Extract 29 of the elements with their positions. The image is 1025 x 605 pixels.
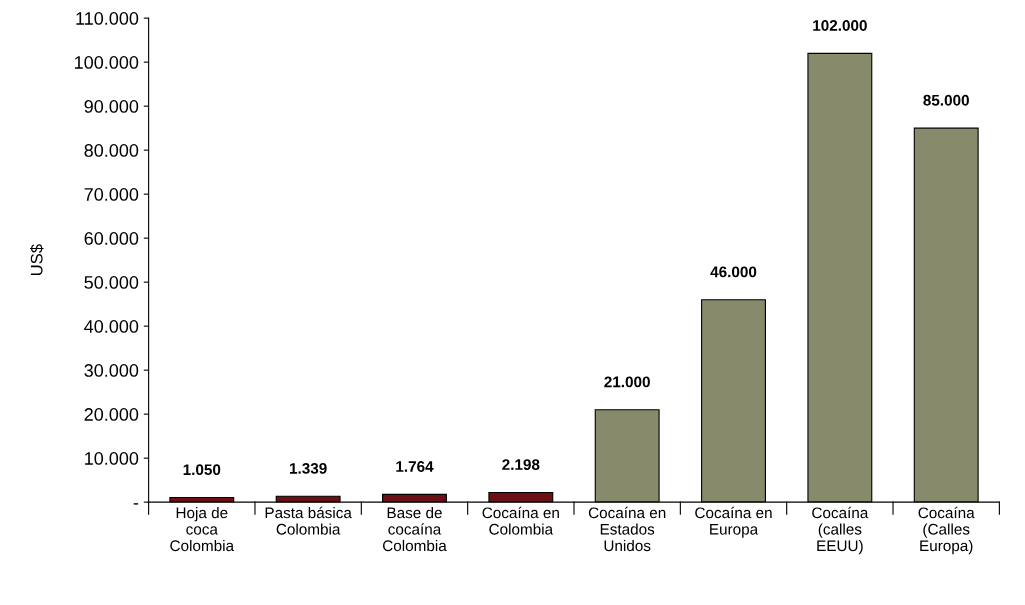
x-tick-label: Cocaína en Colombia — [482, 506, 559, 535]
data-label: 1.339 — [289, 462, 327, 474]
y-tick-label: 10.000 — [85, 452, 139, 465]
y-tick-label: 100.000 — [75, 56, 139, 69]
data-label: 85.000 — [923, 94, 969, 106]
data-label: 102.000 — [813, 20, 867, 31]
x-tick-label: Pasta básica Colombia — [265, 506, 352, 535]
y-tick-label: 90.000 — [84, 100, 139, 113]
data-label: 2.198 — [502, 459, 540, 471]
data-label: 46.000 — [710, 266, 757, 278]
y-tick-label: 80.000 — [84, 144, 139, 157]
x-tick-label: Cocaína (Calles Europa) — [918, 506, 975, 555]
y-tick-label: 30.000 — [84, 364, 139, 377]
y-axis-title: US$ — [30, 244, 44, 276]
y-tick-label: 40.000 — [84, 320, 139, 333]
x-tick-label: Cocaína (calles EEUU) — [812, 506, 869, 555]
y-tick-label: 20.000 — [84, 408, 139, 421]
x-tick-label: Cocaína en Estados Unidos — [588, 506, 666, 552]
x-tick-label: Base de cocaína Colombia — [382, 507, 447, 552]
data-label: 1.050 — [183, 464, 221, 476]
y-tick-label: 50.000 — [84, 276, 139, 289]
y-tick-label: 60.000 — [84, 232, 139, 245]
x-tick-label: Cocaína en Europa — [695, 506, 772, 538]
data-label: 1.764 — [396, 461, 434, 472]
y-tick-label: 110.000 — [76, 12, 139, 25]
x-tick-label: Hoja de coca Colombia — [170, 507, 235, 552]
y-tick-label: 70.000 — [84, 188, 139, 201]
data-label: 21.000 — [604, 376, 650, 388]
y-tick-label: - — [133, 503, 139, 505]
